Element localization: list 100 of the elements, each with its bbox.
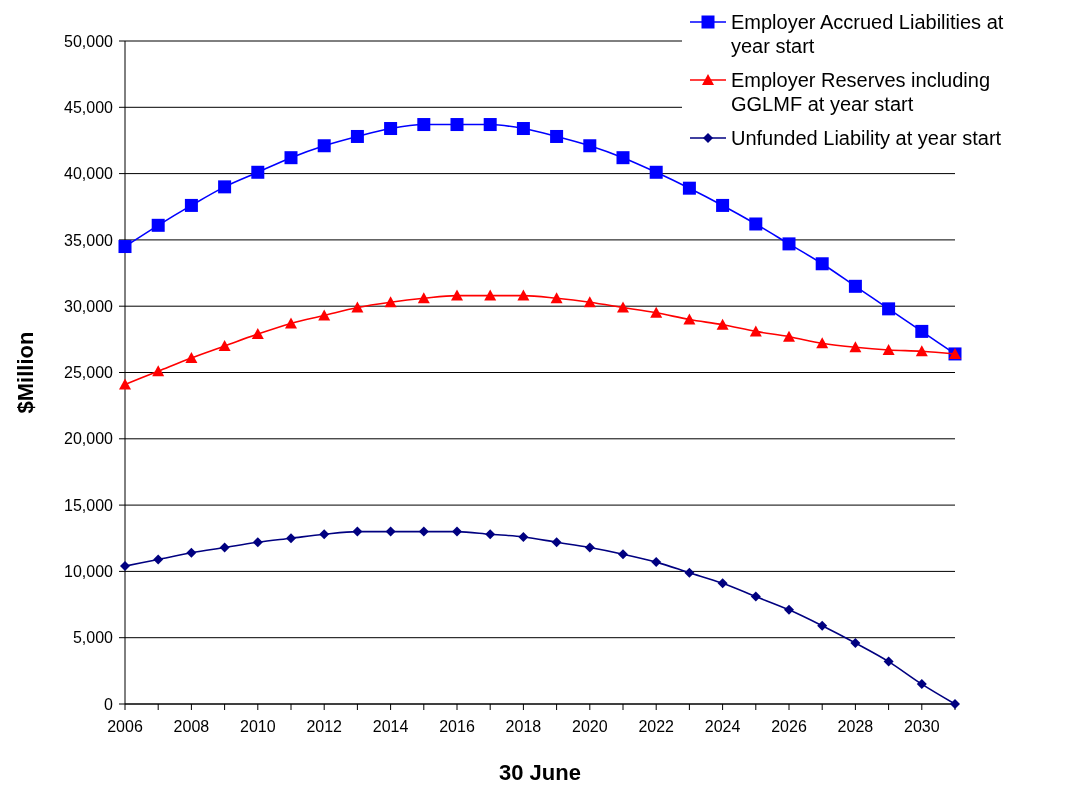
point bbox=[616, 151, 630, 165]
point bbox=[152, 365, 165, 377]
point bbox=[184, 198, 198, 212]
point bbox=[317, 139, 331, 153]
y-tick-label: 35,000 bbox=[64, 231, 114, 249]
point bbox=[252, 537, 263, 548]
point bbox=[186, 547, 197, 558]
point bbox=[350, 129, 364, 143]
point bbox=[915, 324, 929, 338]
point bbox=[849, 341, 862, 353]
point bbox=[550, 292, 563, 304]
y-tick-label: 10,000 bbox=[64, 563, 114, 580]
point bbox=[118, 240, 132, 254]
point bbox=[417, 292, 430, 304]
x-tick-label: 2006 bbox=[107, 718, 143, 735]
point bbox=[484, 289, 497, 301]
point bbox=[749, 217, 763, 231]
legend-label: Employer Accrued Liabilities at year start bbox=[731, 11, 1004, 57]
point bbox=[915, 345, 928, 357]
point bbox=[682, 181, 696, 195]
point bbox=[485, 529, 496, 540]
y-axis-title: $Million bbox=[13, 331, 38, 414]
point bbox=[517, 289, 530, 301]
legend-label: Unfunded Liability at year start bbox=[731, 127, 1002, 149]
point bbox=[219, 542, 230, 553]
point bbox=[451, 289, 463, 301]
point bbox=[284, 151, 298, 165]
point bbox=[883, 656, 894, 667]
x-tick-label: 2010 bbox=[240, 718, 276, 735]
point bbox=[716, 318, 729, 330]
point bbox=[384, 122, 398, 136]
y-tick-label: 45,000 bbox=[64, 98, 114, 116]
point bbox=[583, 296, 596, 308]
point bbox=[816, 337, 829, 349]
point bbox=[784, 604, 794, 615]
point bbox=[450, 118, 464, 132]
point bbox=[550, 129, 564, 143]
point bbox=[584, 542, 595, 553]
x-tick-label: 2012 bbox=[306, 718, 343, 735]
y-tick-label: 20,000 bbox=[64, 430, 114, 448]
point bbox=[617, 301, 629, 313]
point bbox=[717, 578, 728, 589]
point bbox=[618, 549, 628, 560]
x-tick-label: 2022 bbox=[638, 718, 675, 735]
x-tick-label: 2030 bbox=[904, 718, 940, 735]
point bbox=[351, 301, 364, 313]
point bbox=[518, 531, 529, 542]
point bbox=[716, 198, 730, 212]
x-tick-label: 2026 bbox=[771, 718, 807, 735]
point bbox=[882, 302, 896, 316]
point bbox=[151, 218, 165, 232]
point bbox=[815, 257, 829, 271]
point bbox=[384, 296, 397, 308]
point bbox=[218, 339, 231, 351]
point bbox=[850, 638, 861, 648]
point bbox=[251, 328, 264, 340]
point bbox=[153, 554, 164, 565]
point bbox=[649, 165, 663, 179]
y-tick-label: 25,000 bbox=[64, 364, 114, 382]
y-tick-label: 50,000 bbox=[64, 32, 114, 50]
point bbox=[848, 279, 862, 293]
point bbox=[750, 591, 761, 602]
x-tick-label: 2016 bbox=[439, 718, 475, 735]
y-tick-label: 40,000 bbox=[64, 165, 114, 183]
point bbox=[417, 118, 431, 132]
y-tick-label: 15,000 bbox=[64, 496, 114, 514]
point bbox=[684, 567, 695, 578]
point bbox=[251, 165, 265, 179]
point bbox=[318, 309, 331, 321]
point bbox=[551, 537, 562, 548]
y-tick-label: 0 bbox=[104, 695, 114, 713]
point bbox=[749, 325, 762, 337]
x-tick-label: 2008 bbox=[173, 718, 210, 735]
point bbox=[650, 306, 663, 318]
point bbox=[285, 317, 297, 329]
point bbox=[483, 118, 497, 132]
point bbox=[783, 330, 795, 342]
point bbox=[218, 180, 232, 194]
x-tick-label: 2020 bbox=[572, 718, 608, 735]
point bbox=[119, 378, 131, 390]
x-axis-title: 30 June bbox=[499, 760, 581, 785]
point bbox=[782, 237, 796, 251]
point bbox=[185, 351, 198, 363]
point bbox=[651, 557, 662, 568]
x-tick-label: 2018 bbox=[505, 718, 542, 735]
point bbox=[916, 679, 927, 690]
x-tick-label: 2024 bbox=[704, 718, 741, 735]
point bbox=[319, 529, 330, 540]
point bbox=[286, 533, 296, 544]
point bbox=[583, 139, 597, 153]
x-tick-label: 2014 bbox=[372, 718, 409, 735]
point bbox=[352, 526, 363, 537]
point bbox=[817, 620, 828, 631]
point bbox=[418, 526, 429, 537]
legend-label: Employer Reserves including GGLMF at year start bbox=[731, 69, 991, 115]
point bbox=[516, 122, 530, 136]
point bbox=[882, 343, 895, 355]
point bbox=[385, 526, 396, 537]
x-tick-label: 2028 bbox=[837, 718, 874, 735]
point bbox=[683, 313, 696, 325]
